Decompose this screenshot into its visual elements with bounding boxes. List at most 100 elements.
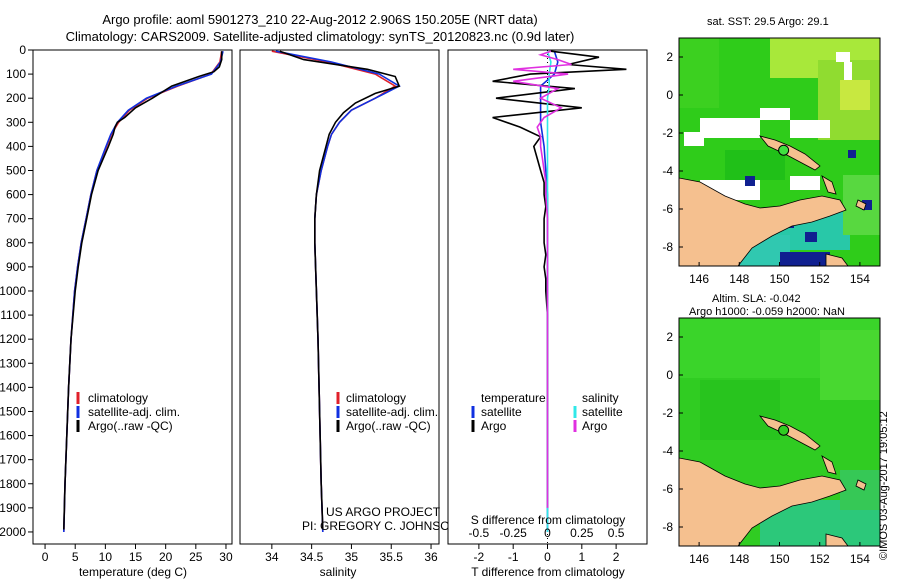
sst-map-lat-label: -4 (662, 164, 673, 178)
sla-land (679, 415, 867, 546)
depth-tick-label: 900 (6, 260, 26, 274)
sla-map-title-1: Altim. SLA: -0.042 (712, 293, 801, 305)
depth-y-ticks: 0 100 200 300 400 500 600 700 800 900 1000 1100 1200… (0, 43, 33, 539)
sla-map-lon-label: 154 (850, 552, 870, 566)
temperature-panel: 0 5 10 15 20 25 30 0 100 200 300 400 500 600 700 800 90… (0, 43, 233, 579)
depth-tick-label: 1700 (0, 453, 26, 467)
sla-map-lon-label: 150 (769, 552, 789, 566)
legend-label-sal-argo: Argo (582, 419, 608, 433)
sla-map-lon-label: 152 (810, 552, 830, 566)
depth-tick-label: 700 (6, 212, 26, 226)
legend-label-sal-satellite: satellite (582, 405, 623, 419)
difference-x-ticks: -2 -1 0 1 2 (474, 544, 620, 564)
sla-map-lat-label: 0 (666, 368, 673, 382)
depth-tick-label: 1100 (0, 308, 26, 322)
legend-label-argo: Argo(..raw -QC) (88, 419, 173, 433)
difference-panel: -2 -1 0 1 2 -0.5 -0.25 0 0.25 0.5 S difference f… (447, 49, 648, 579)
difference-s-tick-labels: -0.5 -0.25 0 0.25 0.5 (469, 526, 625, 540)
legend-label-satellite: satellite-adj. clim. (88, 405, 180, 419)
legend-label-satellite: satellite-adj. clim. (346, 405, 438, 419)
sla-map-lon-label: 148 (729, 552, 749, 566)
legend-header-salinity: salinity (582, 391, 619, 405)
depth-tick-label: 400 (6, 139, 26, 153)
legend-label-climatology: climatology (88, 391, 148, 405)
sst-map-lon-label: 154 (850, 272, 870, 286)
temperature-x-tick-label: 5 (72, 550, 79, 564)
salinity-x-tick-label: 34 (265, 550, 279, 564)
difference-t-tick-label: -1 (508, 550, 519, 564)
difference-s-tick-label: 0.5 (608, 526, 625, 540)
salinity-axes-frame (239, 49, 440, 545)
salinity-x-label: salinity (320, 565, 357, 579)
difference-line-salinity-argo (513, 50, 572, 508)
depth-tick-label: 0 (19, 43, 26, 57)
depth-tick-label: 800 (6, 236, 26, 250)
sla-map: 146 148 150 152 154 2 0 -2 -4 -6 -8 (662, 317, 881, 566)
temperature-line-argo-raw-qc (63, 51, 223, 530)
salinity-x-tick-label: 35 (345, 550, 359, 564)
difference-s-tick-label: -0.25 (500, 526, 528, 540)
temperature-x-tick-label: 10 (99, 550, 113, 564)
sst-profile-marker (778, 144, 790, 156)
difference-s-tick-label: 0 (544, 526, 551, 540)
legend-header-temperature: temperature (481, 391, 546, 405)
depth-tick-label: 100 (6, 67, 26, 81)
sst-map-ticks: 146 148 150 152 154 2 0 -2 -4 -6 -8 (662, 50, 870, 286)
temperature-x-tick-label: 30 (219, 550, 233, 564)
temperature-x-tick-label: 0 (42, 550, 49, 564)
salinity-legend: climatology satellite-adj. clim. Argo(..… (336, 391, 438, 433)
difference-t-tick-label: 0 (544, 550, 551, 564)
sla-map-lat-label: -8 (662, 520, 673, 534)
depth-tick-label: 200 (6, 91, 26, 105)
sst-map: 146 148 150 152 154 2 0 -2 -4 -6 -8 (662, 37, 881, 286)
difference-s-tick-label: -0.5 (469, 526, 490, 540)
difference-t-tick-label: 1 (578, 550, 585, 564)
salinity-x-tick-label: 34.5 (300, 550, 324, 564)
depth-tick-label: 500 (6, 163, 26, 177)
sla-map-ticks: 146 148 150 152 154 2 0 -2 -4 -6 -8 (662, 330, 870, 566)
temperature-x-ticks: 0 5 10 15 20 25 30 (42, 544, 233, 564)
sst-map-lon-label: 146 (689, 272, 709, 286)
s-difference-label: S difference from climatology (471, 513, 626, 527)
sla-map-lat-label: 2 (666, 330, 673, 344)
difference-t-tick-label: -2 (474, 550, 485, 564)
sla-map-lat-label: -4 (662, 444, 673, 458)
temperature-axes-frame (32, 49, 233, 545)
sla-map-lon-label: 146 (689, 552, 709, 566)
t-difference-label: T difference from climatology (471, 565, 625, 579)
temperature-legend: climatology satellite-adj. clim. Argo(..… (76, 391, 180, 433)
sst-map-lon-label: 152 (810, 272, 830, 286)
salinity-series (271, 50, 401, 533)
temperature-x-tick-label: 20 (159, 550, 173, 564)
title-line-1: Argo profile: aoml 5901273_210 22-Aug-20… (102, 12, 538, 27)
legend-label-argo: Argo(..raw -QC) (346, 419, 431, 433)
title-line-2: Climatology: CARS2009. Satellite-adjuste… (65, 29, 575, 44)
salinity-line-argo-raw-qc (279, 50, 401, 530)
sst-map-lat-label: 0 (666, 88, 673, 102)
salinity-x-tick-label: 35.5 (380, 550, 404, 564)
sst-map-lat-label: -8 (662, 240, 673, 254)
salinity-x-ticks: 34 34.5 35 35.5 36 (265, 544, 438, 564)
sst-map-lon-label: 148 (729, 272, 749, 286)
temperature-x-tick-label: 15 (129, 550, 143, 564)
sst-map-lat-label: -6 (662, 202, 673, 216)
legend-label-temp-argo: Argo (481, 419, 507, 433)
sla-map-lat-label: -2 (662, 406, 673, 420)
depth-tick-label: 300 (6, 115, 26, 129)
project-credit-line-2: PI: GREGORY C. JOHNSON (302, 519, 458, 533)
sla-map-title-2: Argo h1000: -0.059 h2000: NaN (689, 306, 845, 318)
depth-tick-label: 1800 (0, 477, 26, 491)
legend-label-temp-satellite: satellite (481, 405, 522, 419)
difference-series (492, 50, 627, 532)
sst-map-lat-label: 2 (666, 50, 673, 64)
salinity-panel: 34 34.5 35 35.5 36 salinity climatology sate… (239, 49, 458, 579)
depth-tick-label: 600 (6, 188, 26, 202)
salinity-x-tick-label: 36 (424, 550, 438, 564)
depth-tick-label: 1300 (0, 356, 26, 370)
temperature-series (63, 51, 224, 533)
sla-map-lat-label: -6 (662, 482, 673, 496)
depth-tick-label: 2000 (0, 525, 26, 539)
legend-label-climatology: climatology (346, 391, 406, 405)
depth-tick-label: 1900 (0, 501, 26, 515)
temperature-x-label: temperature (deg C) (79, 565, 187, 579)
